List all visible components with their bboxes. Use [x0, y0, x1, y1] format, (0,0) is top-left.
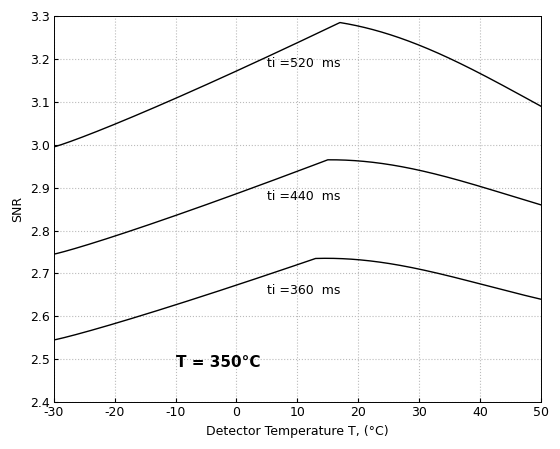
- Y-axis label: SNR: SNR: [11, 196, 24, 222]
- Text: ti =360  ms: ti =360 ms: [267, 284, 340, 297]
- Text: ti =520  ms: ti =520 ms: [267, 57, 340, 70]
- X-axis label: Detector Temperature T, (°C): Detector Temperature T, (°C): [206, 425, 389, 438]
- Text: T = 350°C: T = 350°C: [176, 355, 260, 370]
- Text: ti =440  ms: ti =440 ms: [267, 190, 340, 202]
